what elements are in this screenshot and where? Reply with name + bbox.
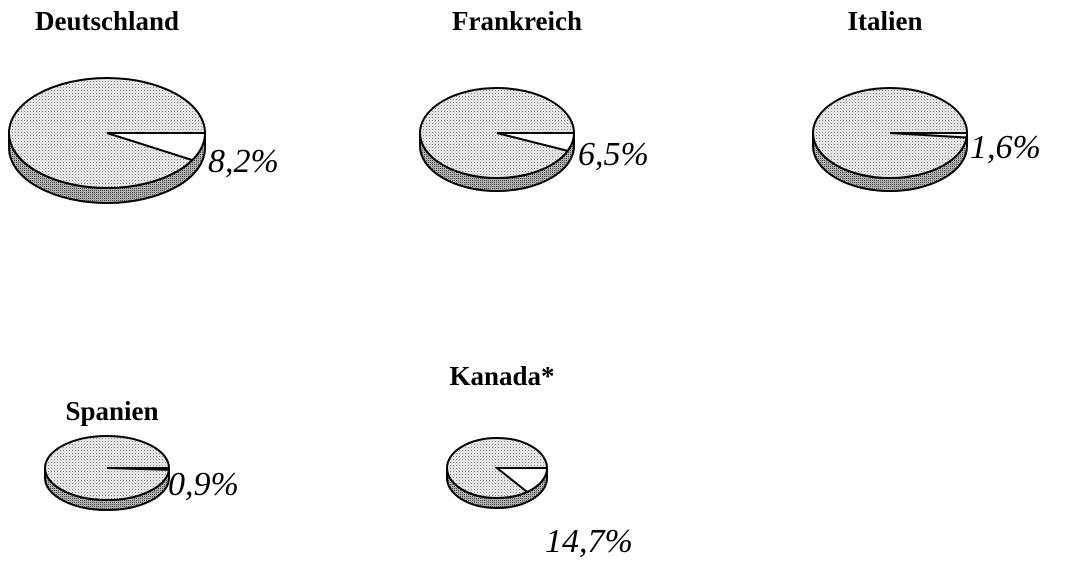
pie-slice xyxy=(106,132,207,162)
pie-title: Italien xyxy=(847,6,922,36)
pie-title: Spanien xyxy=(65,396,158,426)
pie-slice xyxy=(106,467,171,471)
value-label: 1,6% xyxy=(970,129,1041,166)
value-label: 6,5% xyxy=(578,136,649,173)
value-label: 14,7% xyxy=(545,523,633,560)
pie-slice xyxy=(496,132,576,153)
pie-title: Deutschland xyxy=(35,6,179,36)
value-label: 0,9% xyxy=(168,466,239,503)
pie-slice xyxy=(889,132,969,139)
pie-title: Kanada* xyxy=(449,361,554,391)
pie-title: Frankreich xyxy=(452,6,582,36)
value-label: 8,2% xyxy=(208,143,279,180)
pie-slice xyxy=(494,467,549,494)
